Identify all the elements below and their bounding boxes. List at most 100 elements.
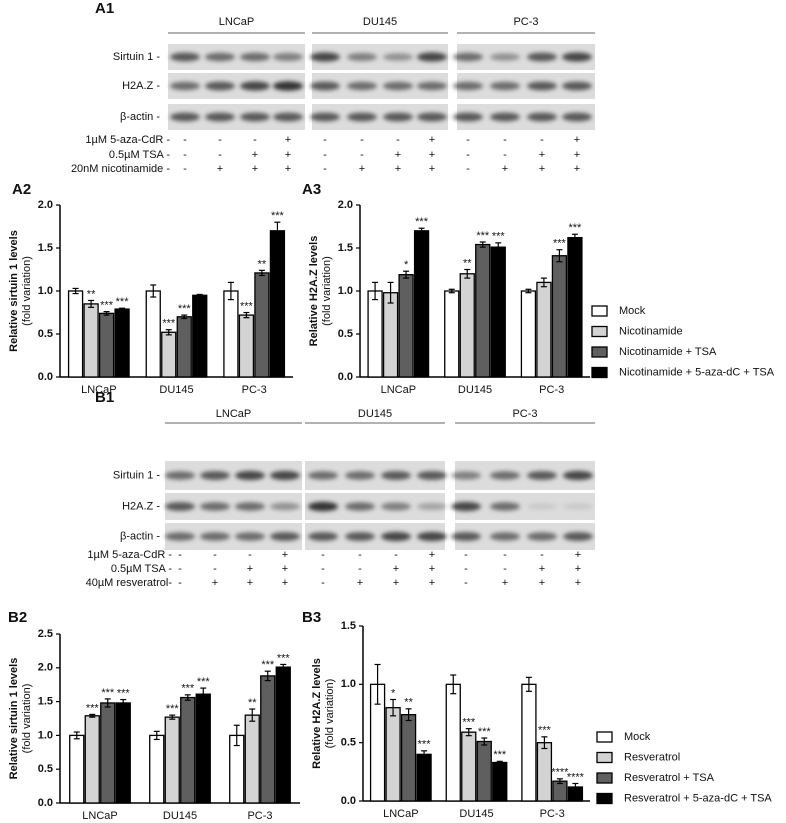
significance: *** xyxy=(478,726,492,738)
bar xyxy=(114,308,130,378)
bar xyxy=(195,693,211,804)
blot-band xyxy=(562,81,592,91)
significance: *** xyxy=(116,296,130,308)
legend-swatch xyxy=(591,325,608,338)
blot-band xyxy=(240,81,270,91)
significance: ** xyxy=(258,258,267,270)
x-tick-label: DU145 xyxy=(458,384,492,396)
treatment-sign: + xyxy=(429,549,435,561)
y-tick-label: 1.5 xyxy=(338,242,353,254)
treatment-sign: + xyxy=(217,163,223,175)
error-bar xyxy=(541,736,548,750)
treatment-sign: + xyxy=(502,163,508,175)
treatment-sign: - xyxy=(321,549,325,561)
treatment-sign: - xyxy=(540,134,544,146)
error-bar xyxy=(556,249,563,263)
legend-swatch xyxy=(596,772,613,784)
group-label: LNCaP xyxy=(216,408,251,420)
treatment-sign: - xyxy=(394,549,398,561)
significance: * xyxy=(391,687,396,699)
significance: *** xyxy=(476,230,490,242)
error-bar xyxy=(73,731,80,740)
legend-label: Nicotinamide + TSA xyxy=(619,346,717,358)
bar xyxy=(520,290,537,378)
error-bar xyxy=(89,713,96,718)
error-bar xyxy=(479,241,486,248)
treatment-sign: - xyxy=(503,149,507,161)
treatment-sign: - xyxy=(358,549,362,561)
blot-band xyxy=(451,532,481,541)
blot-band xyxy=(453,81,483,91)
treatment-sign: - xyxy=(466,134,470,146)
group-label: LNCaP xyxy=(219,16,254,28)
treatment-sign: + xyxy=(575,577,581,589)
bar xyxy=(551,255,568,378)
blot-band xyxy=(273,53,303,61)
bar xyxy=(244,714,260,804)
y-axis-title: Relative sirtuin 1 levels xyxy=(8,658,20,780)
blot-band xyxy=(417,112,447,122)
significance: *** xyxy=(418,739,432,751)
panel-label: B1 xyxy=(95,389,114,406)
band-label: H2A.Z - xyxy=(122,500,160,512)
significance: *** xyxy=(240,300,254,312)
significance: *** xyxy=(100,300,114,312)
panel-label: A1 xyxy=(95,0,114,17)
blot-band xyxy=(453,112,483,122)
treatment-sign: - xyxy=(396,134,400,146)
treatment-sign: + xyxy=(247,577,253,589)
group-label: PC-3 xyxy=(513,16,538,28)
treatment-label: 1µM 5-aza-CdR - xyxy=(87,549,172,561)
blot-band xyxy=(417,81,447,91)
x-tick-label: LNCaP xyxy=(383,808,418,820)
treatment-sign: - xyxy=(360,149,364,161)
significance: * xyxy=(404,259,409,271)
treatment-sign: + xyxy=(574,149,580,161)
treatment-sign: - xyxy=(218,134,222,146)
y-axis-note: (fold variation) xyxy=(21,684,33,754)
significance: *** xyxy=(162,318,176,330)
blot-band xyxy=(270,470,300,481)
error-bar xyxy=(104,698,111,708)
error-bar xyxy=(280,663,287,671)
significance: *** xyxy=(178,303,192,315)
blot-band xyxy=(205,52,235,62)
treatment-sign: + xyxy=(252,163,258,175)
significance: **** xyxy=(551,767,569,779)
panel-label: B2 xyxy=(8,609,27,626)
y-tick-label: 0.0 xyxy=(38,371,53,383)
error-bar xyxy=(196,293,203,297)
error-bar xyxy=(421,750,428,759)
error-bar xyxy=(150,284,157,298)
error-bar xyxy=(496,760,503,765)
error-bar xyxy=(372,281,379,301)
blot-band xyxy=(310,81,340,91)
error-bar xyxy=(233,724,240,747)
y-tick-label: 2.5 xyxy=(38,628,53,640)
blot-band xyxy=(347,112,377,122)
treatment-sign: - xyxy=(218,149,222,161)
error-bar xyxy=(448,288,455,294)
treatment-sign: + xyxy=(252,149,258,161)
bar xyxy=(254,272,270,378)
y-tick-label: 1.5 xyxy=(38,242,53,254)
significance: *** xyxy=(117,687,131,699)
blot-band xyxy=(170,81,200,91)
blot-band xyxy=(383,81,413,91)
treatment-sign: - xyxy=(213,549,217,561)
treatment-sign: - xyxy=(464,549,468,561)
y-tick-label: 1.0 xyxy=(38,729,53,741)
blot-band xyxy=(527,112,557,122)
bar xyxy=(536,281,552,378)
treatment-label: 40µM resveratrol- xyxy=(86,577,173,589)
significance: **** xyxy=(567,771,585,783)
significance: *** xyxy=(553,238,567,250)
error-bar xyxy=(387,281,394,304)
error-bar xyxy=(274,221,281,240)
significance: *** xyxy=(492,231,506,243)
bar xyxy=(238,314,255,378)
error-bar xyxy=(243,311,250,319)
blot-band xyxy=(417,52,447,62)
error-bar xyxy=(374,663,381,705)
legend-swatch xyxy=(591,366,608,379)
